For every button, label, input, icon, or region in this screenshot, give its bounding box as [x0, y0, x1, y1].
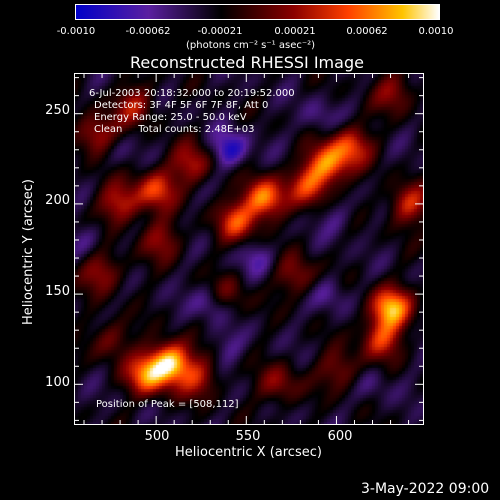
y-tick-label: 200	[45, 193, 70, 208]
annotation-energy-range: Energy Range: 25.0 - 50.0 keV	[94, 112, 247, 123]
annotation-peak-position: Position of Peak = [508,112]	[96, 399, 239, 410]
y-tick-label: 150	[45, 284, 70, 299]
x-axis-label: Heliocentric X (arcsec)	[175, 445, 322, 460]
footer-date: 3-May-2022 09:00	[361, 481, 490, 497]
colorbar-tick-label: 0.00062	[346, 26, 388, 37]
colorbar-tick-label: -0.00021	[197, 26, 243, 37]
colorbar-units-label: (photons cm⁻² s⁻¹ asec⁻²)	[186, 40, 316, 51]
x-tick-label: 550	[235, 429, 261, 444]
colorbar-tick-label: 0.00021	[274, 26, 316, 37]
heatmap-image	[75, 74, 423, 424]
x-tick-label: 500	[144, 429, 170, 444]
colorbar-tick-label: -0.00062	[125, 26, 171, 37]
colorbar-tick-label: -0.0010	[56, 26, 96, 37]
colorbar	[75, 4, 440, 20]
annotation-detectors: Detectors: 3F 4F 5F 6F 7F 8F, Att 0	[94, 100, 269, 111]
y-tick-label: 250	[45, 103, 70, 118]
annotation-time-range: 6-Jul-2003 20:18:32.000 to 20:19:52.000	[89, 88, 295, 99]
plot-area: 6-Jul-2003 20:18:32.000 to 20:19:52.000 …	[74, 73, 424, 425]
x-tick-label: 600	[327, 429, 353, 444]
chart-title: Reconstructed RHESSI Image	[130, 53, 364, 72]
y-tick-label: 100	[45, 375, 70, 390]
colorbar-tick-label: 0.0010	[418, 26, 454, 37]
annotation-clean-counts: Clean Total counts: 2.48E+03	[94, 124, 255, 135]
y-axis-label: Heliocentric Y (arcsec)	[21, 179, 36, 325]
